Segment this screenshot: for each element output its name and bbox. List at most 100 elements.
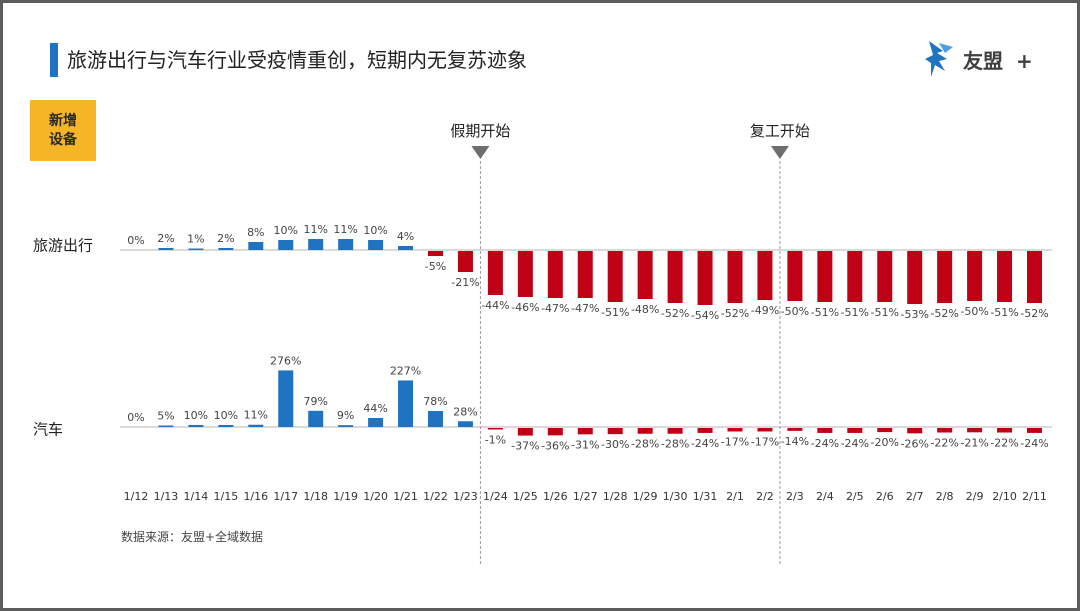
- data-label-0-7: 11%: [333, 223, 357, 236]
- new-devices-badge: 新增 设备: [30, 100, 96, 161]
- data-label-0-29: -51%: [990, 306, 1018, 319]
- category-label-2: 1/14: [184, 490, 209, 503]
- bar-1-13: [517, 428, 533, 436]
- bar-0-4: [248, 242, 264, 250]
- category-label-10: 1/22: [423, 490, 448, 503]
- bar-1-22: [787, 428, 803, 431]
- bar-1-17: [637, 428, 653, 434]
- bar-1-16: [607, 428, 623, 435]
- data-label-0-19: -54%: [691, 309, 719, 322]
- data-label-1-26: -26%: [900, 437, 928, 450]
- annotation-label-0: 假期开始: [450, 122, 510, 140]
- data-label-0-8: 10%: [363, 224, 387, 237]
- bar-1-10: [428, 411, 443, 427]
- category-label-0: 1/12: [124, 490, 149, 503]
- data-label-1-22: -14%: [781, 435, 809, 448]
- bar-1-15: [577, 428, 593, 435]
- data-label-1-30: -24%: [1020, 437, 1048, 450]
- category-label-15: 1/27: [573, 490, 598, 503]
- bar-0-29: [997, 251, 1013, 302]
- category-label-23: 2/4: [816, 490, 834, 503]
- data-label-0-0: 0%: [127, 234, 144, 247]
- category-label-6: 1/18: [303, 490, 328, 503]
- data-label-1-13: -37%: [511, 440, 539, 453]
- bar-1-2: [188, 424, 204, 427]
- data-label-0-15: -47%: [571, 302, 599, 315]
- bar-1-1: [158, 425, 174, 427]
- data-label-0-2: 1%: [187, 233, 204, 246]
- category-label-18: 1/30: [663, 490, 688, 503]
- data-label-1-11: 28%: [453, 405, 477, 418]
- data-label-0-1: 2%: [157, 232, 174, 245]
- bar-1-11: [457, 421, 473, 427]
- bar-0-5: [278, 240, 294, 250]
- data-label-0-21: -49%: [751, 304, 779, 317]
- bar-0-27: [937, 251, 953, 303]
- logo-text: 友盟: [963, 49, 1003, 73]
- bar-0-11: [457, 251, 473, 272]
- data-label-1-4: 11%: [244, 409, 268, 422]
- category-label-9: 1/21: [393, 490, 418, 503]
- bar-1-14: [547, 428, 563, 436]
- data-label-1-16: -30%: [601, 438, 629, 451]
- bar-0-8: [368, 240, 384, 250]
- category-label-21: 2/2: [756, 490, 774, 503]
- data-label-0-3: 2%: [217, 232, 234, 245]
- bar-1-18: [667, 428, 683, 434]
- data-label-0-12: -44%: [481, 299, 509, 312]
- bar-1-4: [248, 424, 264, 427]
- category-label-22: 2/3: [786, 490, 804, 503]
- data-label-1-25: -20%: [871, 436, 899, 449]
- logo-plus: +: [1015, 49, 1033, 73]
- data-label-0-18: -52%: [661, 307, 689, 320]
- bar-1-5: [278, 370, 294, 427]
- category-label-24: 2/5: [846, 490, 864, 503]
- bar-0-10: [428, 251, 443, 256]
- data-label-1-17: -28%: [631, 438, 659, 451]
- data-label-0-23: -51%: [811, 306, 839, 319]
- data-label-1-9: 227%: [390, 364, 421, 377]
- annotation-marker-1: [770, 146, 789, 159]
- category-label-16: 1/28: [603, 490, 628, 503]
- data-label-1-24: -24%: [841, 437, 869, 450]
- data-label-1-0: 0%: [127, 411, 144, 424]
- category-label-28: 2/9: [966, 490, 984, 503]
- bar-0-16: [607, 251, 623, 302]
- badge-line-2: 设备: [49, 131, 77, 148]
- data-label-0-20: -52%: [721, 307, 749, 320]
- category-label-27: 2/8: [936, 490, 954, 503]
- data-label-1-6: 79%: [303, 395, 327, 408]
- logo-wordmark: 友盟 +: [963, 45, 1033, 74]
- data-label-1-7: 9%: [337, 409, 354, 422]
- data-label-0-5: 10%: [274, 224, 298, 237]
- bar-0-13: [517, 251, 533, 297]
- bar-0-26: [907, 251, 923, 304]
- data-label-1-5: 276%: [270, 354, 301, 367]
- bar-1-24: [847, 428, 863, 433]
- category-label-17: 1/29: [633, 490, 658, 503]
- bar-1-29: [997, 428, 1013, 433]
- bar-0-24: [847, 251, 863, 302]
- bar-1-12: [487, 428, 503, 430]
- bar-0-20: [727, 251, 743, 303]
- data-label-1-1: 5%: [157, 410, 174, 423]
- data-label-0-11: -21%: [451, 276, 479, 289]
- bar-1-7: [338, 425, 354, 427]
- data-label-1-8: 44%: [363, 402, 387, 415]
- data-label-1-15: -31%: [571, 438, 599, 451]
- data-label-0-10: -5%: [425, 260, 446, 273]
- category-label-8: 1/20: [363, 490, 388, 503]
- category-label-25: 2/6: [876, 490, 894, 503]
- bar-1-23: [817, 428, 833, 433]
- category-label-26: 2/7: [906, 490, 924, 503]
- data-label-0-13: -46%: [511, 301, 539, 314]
- bar-0-2: [188, 248, 204, 250]
- data-label-1-19: -24%: [691, 437, 719, 450]
- data-label-0-4: 8%: [247, 226, 264, 239]
- bar-1-9: [398, 380, 414, 427]
- data-label-1-14: -36%: [541, 439, 569, 452]
- bar-0-9: [398, 246, 414, 250]
- data-source-note: 数据来源：友盟+全域数据: [121, 530, 264, 544]
- data-label-0-16: -51%: [601, 306, 629, 319]
